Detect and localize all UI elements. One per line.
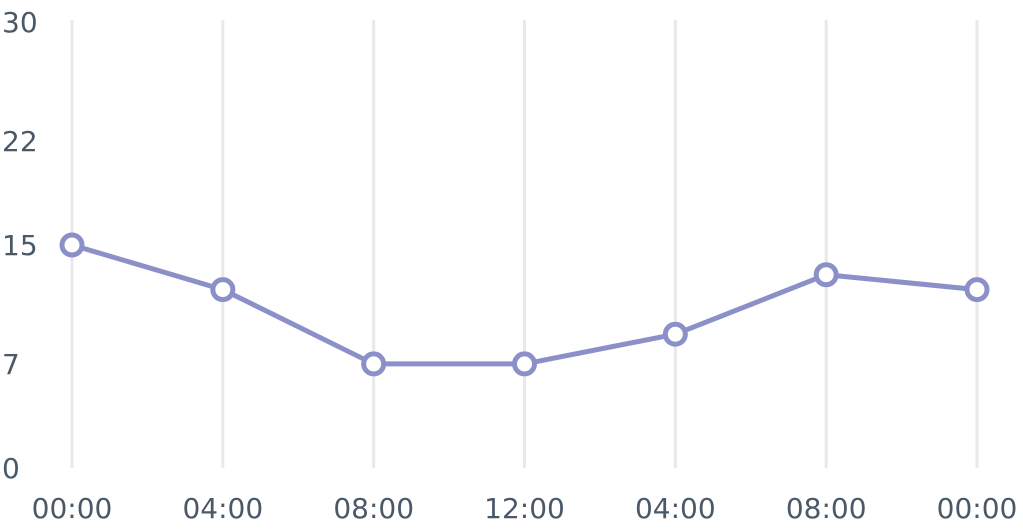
x-axis-ticks: 00:00 04:00 08:00 12:00 04:00 08:00 00:00: [32, 492, 1018, 525]
x-tick-label: 04:00: [182, 492, 263, 525]
x-tick-label: 00:00: [937, 492, 1018, 525]
x-tick-label: 12:00: [484, 492, 565, 525]
data-point: [59, 232, 85, 258]
y-tick-label: 7: [2, 348, 20, 381]
data-point: [662, 321, 688, 347]
y-tick-label: 15: [2, 229, 38, 262]
data-point: [813, 262, 839, 288]
grid-lines: [70, 20, 979, 468]
series: [59, 232, 990, 377]
y-tick-label: 22: [2, 125, 38, 158]
data-point: [361, 351, 387, 377]
y-axis-ticks: 0 7 15 22 30: [2, 6, 38, 485]
data-point: [210, 277, 236, 303]
y-tick-label: 30: [2, 6, 38, 39]
x-tick-label: 00:00: [32, 492, 113, 525]
y-tick-label: 0: [2, 452, 20, 485]
data-point: [512, 351, 537, 377]
x-tick-label: 08:00: [786, 492, 867, 525]
data-point: [964, 277, 990, 303]
x-tick-label: 04:00: [635, 492, 716, 525]
x-tick-label: 08:00: [333, 492, 414, 525]
